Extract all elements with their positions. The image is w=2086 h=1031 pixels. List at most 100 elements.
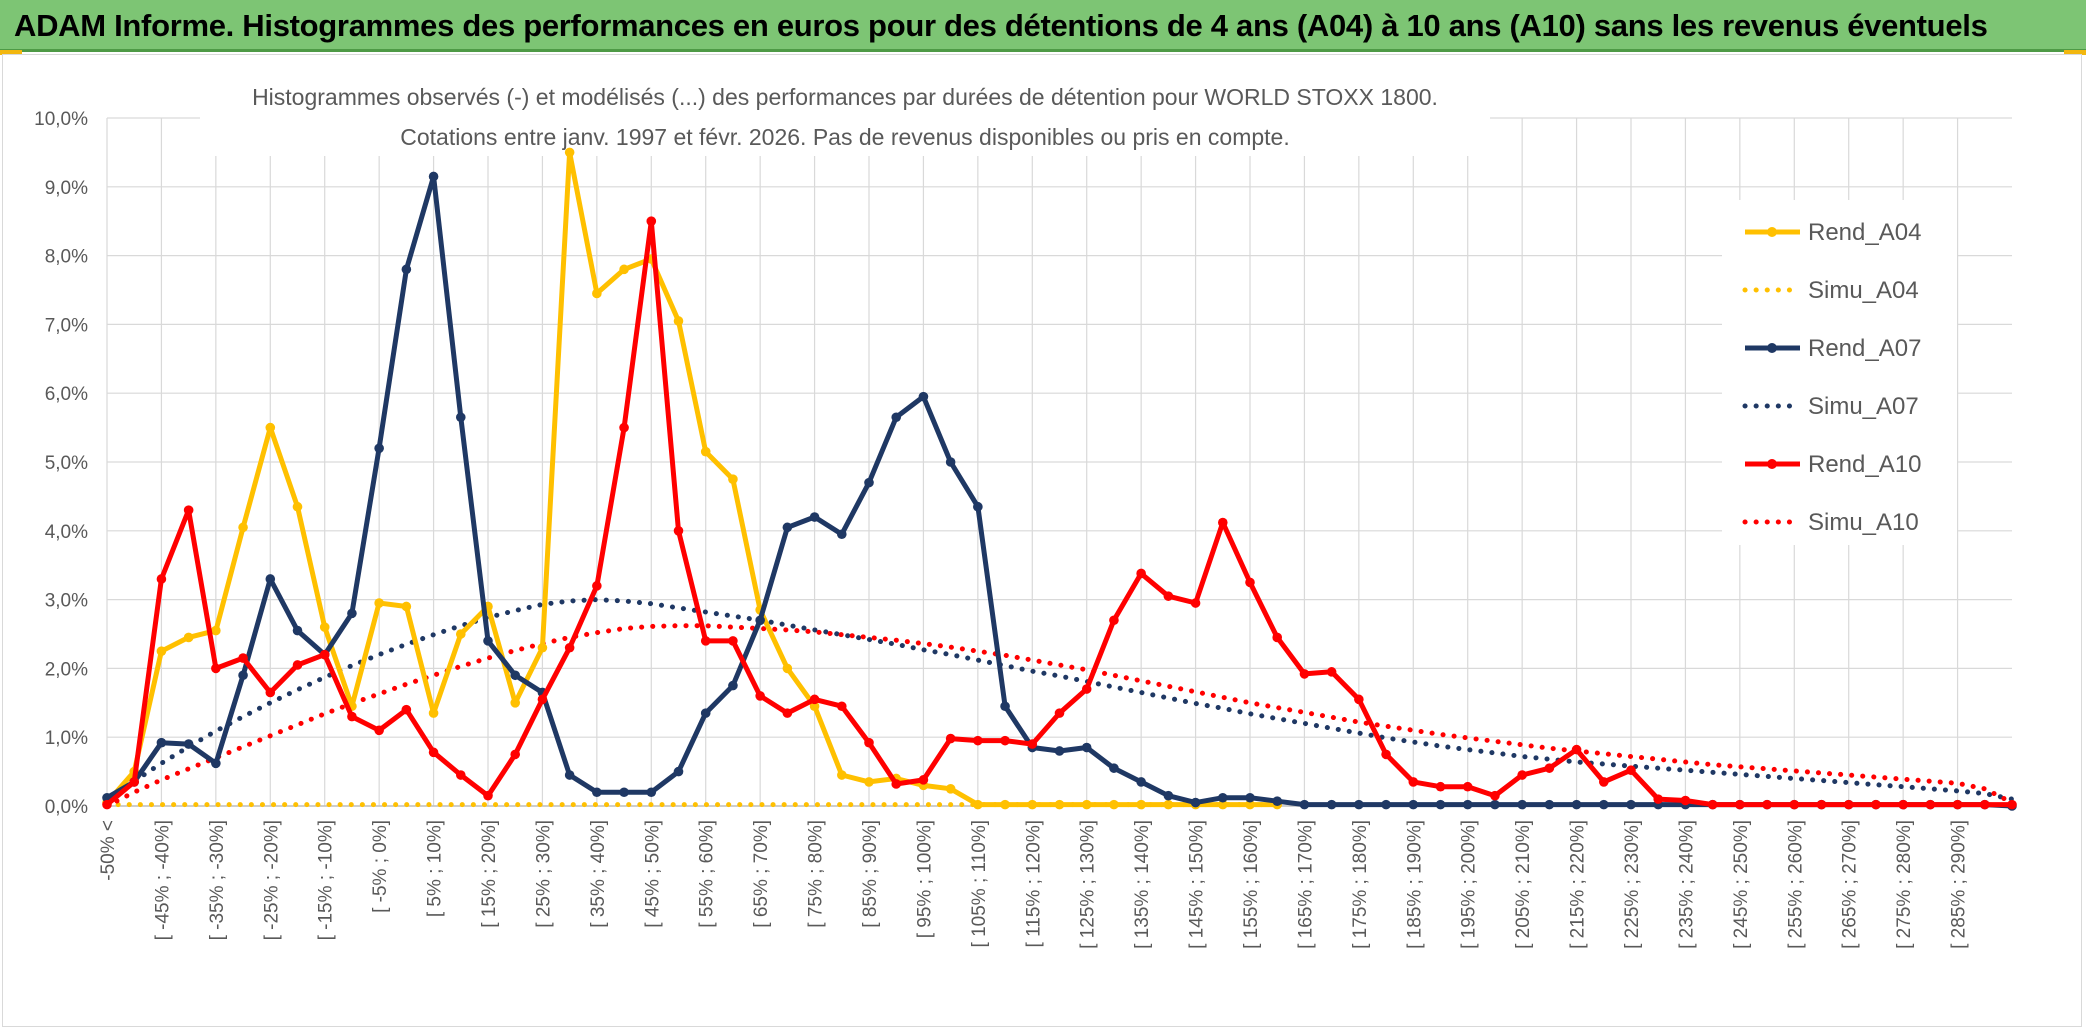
x-tick-label: [ 65% ; 70%] <box>751 820 772 928</box>
data-point-rend-a10 <box>809 694 820 705</box>
data-point-rend-a10 <box>1190 598 1201 608</box>
data-point-rend-a10 <box>1707 799 1718 810</box>
data-point-rend-a10 <box>1381 749 1391 760</box>
data-point-rend-a10 <box>1000 735 1010 746</box>
data-point-rend-a10 <box>891 779 902 789</box>
data-point-rend-a07 <box>156 737 167 748</box>
data-point-rend-a10 <box>1762 799 1772 810</box>
legend-marker-rend-a07 <box>1767 343 1777 353</box>
x-tick-label: [ 205% ; 210%] <box>1513 820 1534 949</box>
data-point-rend-a10 <box>1490 790 1500 801</box>
data-point-rend-a07 <box>183 739 194 749</box>
x-tick-label: [ 285% ; 290%] <box>1949 820 1970 949</box>
data-point-rend-a10 <box>700 636 711 646</box>
data-point-rend-a07 <box>401 264 412 275</box>
x-tick-label: [ 55% ; 60%] <box>697 820 718 928</box>
data-point-rend-a10 <box>1027 739 1038 749</box>
data-point-rend-a04 <box>673 316 684 326</box>
data-point-rend-a10 <box>374 725 384 736</box>
x-tick-label: [ -5% ; 0%] <box>370 820 391 913</box>
data-point-rend-a07 <box>1544 799 1555 810</box>
x-tick-label: [ 135% ; 140%] <box>1132 820 1153 949</box>
y-tick-label: 5,0% <box>45 453 88 474</box>
x-tick-label: [ 35% ; 40%] <box>588 820 609 928</box>
x-tick-label: [ -35% ; -30%] <box>207 820 228 940</box>
data-point-rend-a10 <box>973 735 983 746</box>
data-point-rend-a10 <box>347 711 357 722</box>
data-point-rend-a04 <box>537 642 548 653</box>
x-tick-label: [ 105% ; 110%] <box>969 820 990 947</box>
data-point-rend-a07 <box>1354 799 1364 810</box>
x-tick-label: [ 275% ; 280%] <box>1894 820 1915 949</box>
data-point-rend-a10 <box>918 775 929 785</box>
data-point-rend-a04 <box>1054 799 1065 810</box>
data-point-rend-a10 <box>1163 591 1174 601</box>
data-point-rend-a04 <box>428 708 439 718</box>
data-point-rend-a04 <box>592 288 602 299</box>
data-point-rend-a10 <box>836 701 847 712</box>
data-point-rend-a04 <box>864 777 874 787</box>
y-tick-label: 10,0% <box>34 109 88 130</box>
data-point-rend-a04 <box>455 629 466 639</box>
chart-frame <box>2 54 2082 1027</box>
y-tick-label: 4,0% <box>45 522 88 543</box>
data-point-rend-a10 <box>537 694 548 705</box>
data-point-rend-a10 <box>673 526 684 536</box>
data-point-rend-a04 <box>728 474 738 485</box>
data-point-rend-a04 <box>782 663 793 674</box>
data-point-rend-a10 <box>483 790 493 801</box>
chart-title-background <box>200 76 1490 156</box>
data-point-rend-a07 <box>1462 799 1473 810</box>
data-point-rend-a07 <box>782 522 793 533</box>
data-point-rend-a10 <box>211 663 221 674</box>
x-tick-label: [ 215% ; 220%] <box>1568 820 1589 949</box>
data-point-rend-a10 <box>945 733 956 744</box>
chart-title: Histogrammes observés (-) et modélisés (… <box>252 84 1438 110</box>
y-tick-label: 0,0% <box>45 797 88 818</box>
y-tick-label: 2,0% <box>45 659 88 680</box>
data-point-rend-a10 <box>1054 708 1065 718</box>
data-point-rend-a07 <box>1190 797 1201 808</box>
x-tick-label: [ 5% ; 10%] <box>425 820 446 917</box>
data-point-rend-a07 <box>918 391 929 402</box>
x-tick-label: [ 95% ; 100%] <box>914 820 935 938</box>
data-point-rend-a07 <box>619 787 629 798</box>
data-point-rend-a07 <box>1136 777 1146 787</box>
data-point-rend-a07 <box>455 412 466 423</box>
data-point-rend-a10 <box>592 581 602 591</box>
data-point-rend-a04 <box>1163 799 1174 810</box>
data-point-rend-a04 <box>619 264 629 275</box>
data-point-rend-a07 <box>1272 796 1283 806</box>
data-point-rend-a07 <box>891 412 902 423</box>
data-point-rend-a04 <box>211 625 221 636</box>
data-point-rend-a07 <box>510 670 521 681</box>
corner-accent-right <box>2064 50 2086 55</box>
y-tick-label: 6,0% <box>45 384 88 405</box>
data-point-rend-a10 <box>728 636 738 646</box>
x-tick-label: -50% < <box>98 820 119 881</box>
data-point-rend-a04 <box>319 622 330 632</box>
data-point-rend-a07 <box>483 636 493 646</box>
data-point-rend-a07 <box>1517 799 1527 810</box>
data-point-rend-a10 <box>265 687 276 698</box>
data-point-rend-a07 <box>1381 799 1391 810</box>
data-point-rend-a10 <box>428 747 439 758</box>
data-point-rend-a10 <box>1462 781 1473 792</box>
data-point-rend-a10 <box>782 708 793 718</box>
x-tick-label: [ 185% ; 190%] <box>1404 820 1425 949</box>
data-point-rend-a10 <box>1245 577 1255 588</box>
data-point-rend-a07 <box>1109 763 1119 773</box>
data-point-rend-a07 <box>728 680 738 691</box>
data-point-rend-a10 <box>1408 777 1419 787</box>
x-tick-label: [ 15% ; 20%] <box>479 820 500 928</box>
data-point-rend-a10 <box>1136 568 1146 579</box>
data-point-rend-a10 <box>1898 799 1908 810</box>
data-point-rend-a07 <box>700 708 711 718</box>
data-point-rend-a10 <box>401 704 412 715</box>
data-point-rend-a07 <box>592 787 602 798</box>
data-point-rend-a10 <box>238 653 248 663</box>
data-point-rend-a04 <box>401 601 412 612</box>
data-point-rend-a10 <box>1299 669 1310 679</box>
data-point-rend-a07 <box>836 529 847 540</box>
data-point-rend-a07 <box>1163 790 1174 801</box>
